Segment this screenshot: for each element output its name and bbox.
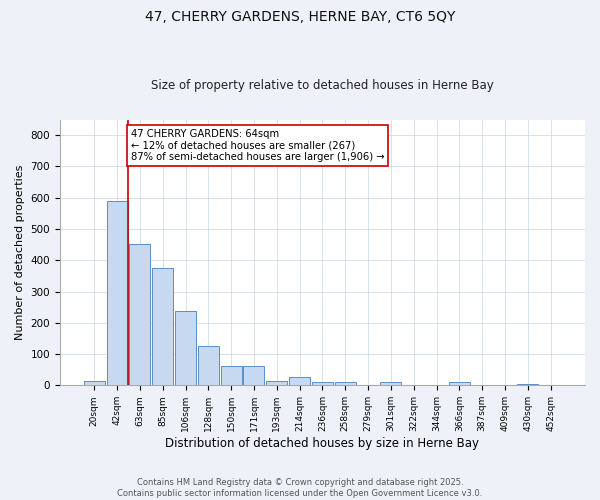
Bar: [449, 382, 470, 386]
Bar: [130, 244, 151, 386]
Bar: [107, 201, 128, 386]
Text: 47, CHERRY GARDENS, HERNE BAY, CT6 5QY: 47, CHERRY GARDENS, HERNE BAY, CT6 5QY: [145, 10, 455, 24]
X-axis label: Distribution of detached houses by size in Herne Bay: Distribution of detached houses by size …: [166, 437, 479, 450]
Bar: [289, 376, 310, 386]
Bar: [175, 311, 196, 386]
Bar: [335, 382, 356, 386]
Bar: [380, 382, 401, 386]
Y-axis label: Number of detached properties: Number of detached properties: [15, 165, 25, 340]
Text: 47 CHERRY GARDENS: 64sqm
← 12% of detached houses are smaller (267)
87% of semi-: 47 CHERRY GARDENS: 64sqm ← 12% of detach…: [131, 129, 385, 162]
Bar: [198, 346, 219, 386]
Bar: [84, 380, 105, 386]
Title: Size of property relative to detached houses in Herne Bay: Size of property relative to detached ho…: [151, 79, 494, 92]
Bar: [312, 382, 333, 386]
Text: Contains HM Land Registry data © Crown copyright and database right 2025.
Contai: Contains HM Land Registry data © Crown c…: [118, 478, 482, 498]
Bar: [221, 366, 242, 386]
Bar: [244, 366, 265, 386]
Bar: [152, 268, 173, 386]
Bar: [517, 384, 538, 386]
Bar: [266, 380, 287, 386]
